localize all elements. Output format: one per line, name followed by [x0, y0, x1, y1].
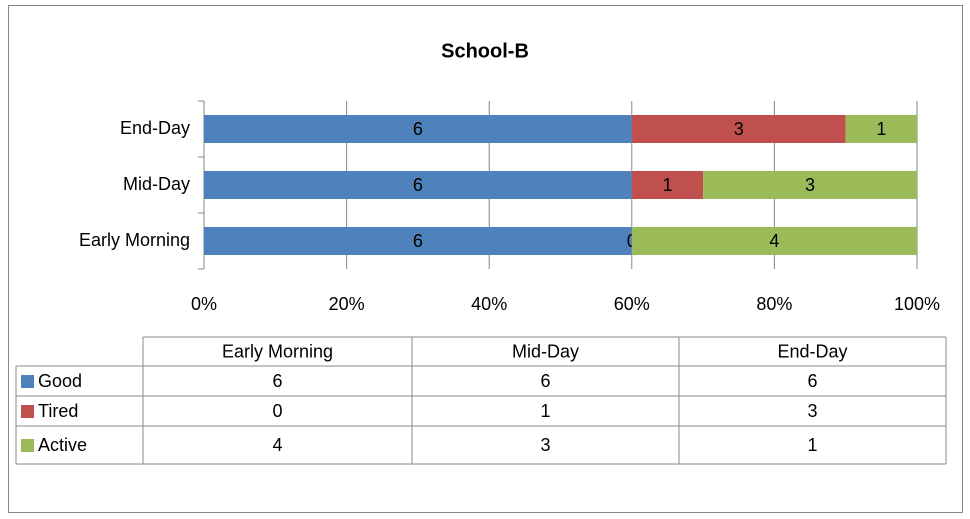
y-tick-label: Early Morning — [79, 230, 190, 250]
legend-swatch — [21, 439, 34, 452]
table-cell: 3 — [540, 435, 550, 455]
data-label: 3 — [734, 119, 744, 139]
data-label: 6 — [413, 119, 423, 139]
bar-segment — [631, 115, 846, 143]
bar-segment — [631, 227, 917, 255]
y-tick-label: End-Day — [120, 118, 190, 138]
legend-label: Tired — [38, 401, 78, 421]
y-tick-label: Mid-Day — [123, 174, 190, 194]
chart-title: School-B — [441, 40, 529, 62]
table-cell: 6 — [540, 371, 550, 391]
bar-segment — [703, 171, 917, 199]
data-label: 3 — [805, 175, 815, 195]
legend-swatch — [21, 405, 34, 418]
x-tick-label: 20% — [329, 294, 365, 314]
data-label: 6 — [413, 231, 423, 251]
bar-segment — [204, 171, 632, 199]
bar-segment — [204, 115, 632, 143]
table-cell: 4 — [272, 435, 282, 455]
table-header: End-Day — [777, 341, 847, 361]
x-tick-label: 0% — [191, 294, 217, 314]
x-tick-label: 100% — [894, 294, 940, 314]
x-tick-label: 80% — [756, 294, 792, 314]
legend-label: Good — [38, 371, 82, 391]
chart-border — [8, 5, 963, 513]
bar-segment — [845, 115, 917, 143]
bar-segment — [204, 227, 632, 255]
data-label: 1 — [662, 175, 672, 195]
table-cell: 3 — [807, 401, 817, 421]
table-cell: 6 — [272, 371, 282, 391]
data-label: 4 — [769, 231, 779, 251]
table-cell: 6 — [807, 371, 817, 391]
data-label: 6 — [413, 175, 423, 195]
x-tick-label: 60% — [614, 294, 650, 314]
data-label: 1 — [876, 119, 886, 139]
table-cell: 0 — [272, 401, 282, 421]
legend-label: Active — [38, 435, 87, 455]
table-cell: 1 — [540, 401, 550, 421]
x-tick-label: 40% — [471, 294, 507, 314]
table-cell: 1 — [807, 435, 817, 455]
legend-swatch — [21, 375, 34, 388]
table-header: Mid-Day — [512, 341, 579, 361]
table-header: Early Morning — [222, 341, 333, 361]
bar-segment — [631, 171, 704, 199]
